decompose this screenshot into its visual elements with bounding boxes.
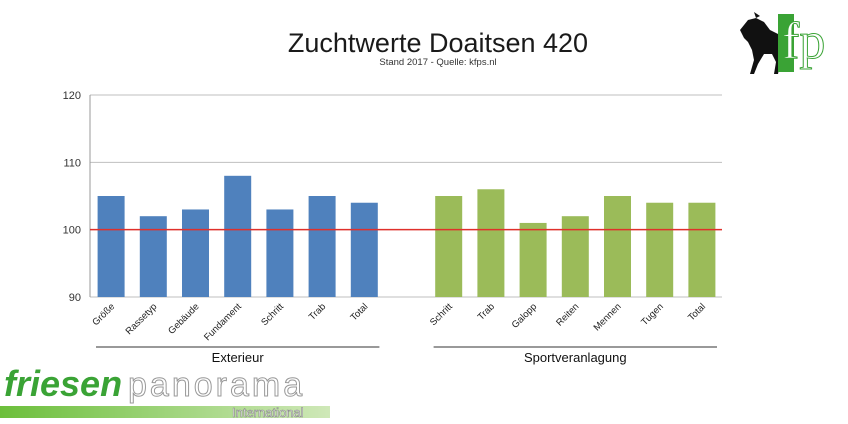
x-tick-label: Tugen — [639, 301, 666, 328]
x-tick-label: Total — [348, 301, 370, 323]
x-tick-label: Mennen — [592, 301, 624, 333]
bar-1-3 — [561, 216, 589, 297]
x-tick-label: Galopp — [510, 301, 539, 330]
logo-green-band — [0, 406, 330, 418]
x-tick-label: Trab — [307, 301, 328, 322]
friesenpanorama-logo: friesen panorama International — [0, 363, 330, 420]
bar-1-1 — [477, 189, 505, 297]
logo-word-friesen: friesen — [4, 363, 122, 404]
x-tick-label: Gebäude — [166, 301, 201, 336]
bar-0-3 — [224, 175, 252, 297]
horse-silhouette-icon — [740, 12, 788, 74]
bar-1-5 — [646, 202, 674, 297]
x-tick-label: Total — [686, 301, 708, 323]
chart-subtitle: Stand 2017 - Quelle: kfps.nl — [379, 57, 497, 68]
logo-word-panorama: panorama — [128, 366, 305, 404]
bar-0-2 — [182, 209, 209, 297]
x-tick-label: Reiten — [554, 301, 581, 328]
bar-0-0 — [97, 196, 125, 297]
bar-1-2 — [519, 222, 547, 297]
x-tick-label: Rassetyp — [124, 301, 160, 337]
x-tick-label: Trab — [476, 301, 497, 322]
group-label: Sportveranlagung — [524, 350, 627, 365]
bar-0-5 — [308, 196, 336, 297]
bar-1-0 — [435, 196, 463, 297]
x-tick-label: Größe — [90, 301, 117, 328]
y-tick-label: 120 — [63, 90, 81, 102]
y-tick-label: 100 — [63, 225, 81, 237]
kfp-logo-bar — [778, 14, 794, 72]
bar-1-4 — [604, 196, 631, 297]
y-tick-label: 110 — [63, 157, 81, 169]
bar-1-6 — [688, 202, 716, 297]
y-tick-label: 90 — [69, 292, 81, 304]
logo-word-international: International — [232, 405, 304, 420]
bar-0-6 — [350, 202, 378, 297]
x-tick-label: Fundament — [202, 301, 244, 343]
kfp-logo: fp — [740, 12, 826, 74]
x-tick-label: Schritt — [428, 301, 455, 328]
x-tick-label: Schritt — [259, 301, 286, 328]
chart-title: Zuchtwerte Doaitsen 420 — [287, 28, 589, 58]
bar-0-4 — [266, 209, 294, 297]
group-label: Exterieur — [212, 350, 265, 365]
kfp-logo-text: fp — [782, 13, 825, 70]
bar-0-1 — [139, 216, 167, 297]
